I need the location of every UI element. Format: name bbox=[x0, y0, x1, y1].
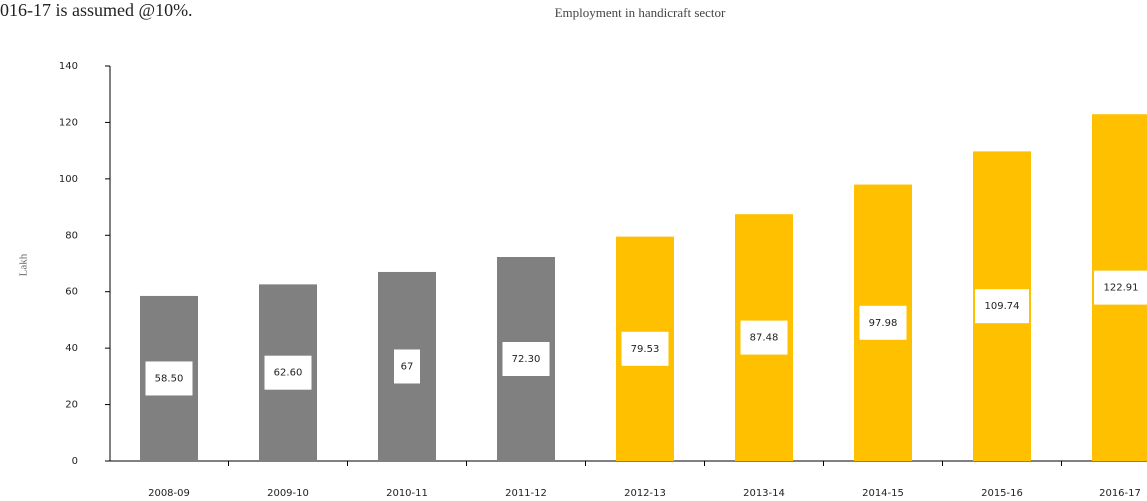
y-tick-label: 40 bbox=[65, 343, 78, 354]
y-tick-label: 60 bbox=[65, 287, 78, 298]
y-tick-label: 140 bbox=[59, 61, 78, 72]
value-label-box bbox=[859, 305, 907, 340]
value-label: 58.50 bbox=[155, 373, 184, 384]
y-tick-label: 120 bbox=[59, 117, 78, 128]
value-label: 109.74 bbox=[985, 301, 1020, 312]
value-label-box bbox=[975, 289, 1029, 324]
y-tick-label: 80 bbox=[65, 230, 78, 241]
value-label: 62.60 bbox=[274, 368, 303, 379]
x-tick-label: 2015-16 bbox=[981, 488, 1023, 499]
x-tick-label: 2008-09 bbox=[148, 488, 190, 499]
y-tick-label: 100 bbox=[59, 174, 78, 185]
x-tick-label: 2011-12 bbox=[505, 488, 547, 499]
value-label-box bbox=[264, 355, 312, 390]
value-label: 97.98 bbox=[869, 318, 898, 329]
value-label-box bbox=[394, 349, 420, 384]
y-tick-label: 0 bbox=[72, 456, 78, 467]
value-label-box bbox=[621, 331, 669, 366]
x-tick-label: 2010-11 bbox=[386, 488, 428, 499]
x-tick-label: 2009-10 bbox=[267, 488, 309, 499]
value-label-box bbox=[502, 342, 550, 377]
chart-title: Employment in handicraft sector bbox=[555, 5, 726, 20]
value-label: 79.53 bbox=[631, 344, 660, 355]
x-tick-label: 2016-17 bbox=[1099, 488, 1141, 499]
value-label-box bbox=[1094, 270, 1147, 305]
x-tick-label: 2012-13 bbox=[624, 488, 666, 499]
y-axis-label: Lakh bbox=[18, 253, 30, 276]
x-tick-label: 2014-15 bbox=[862, 488, 904, 499]
y-tick-label: 20 bbox=[65, 400, 78, 411]
note-text: 016-17 is assumed @10%. bbox=[0, 0, 193, 20]
value-label: 72.30 bbox=[512, 354, 541, 365]
x-tick-label: 2013-14 bbox=[743, 488, 785, 499]
value-label-box bbox=[740, 320, 788, 355]
value-label: 87.48 bbox=[750, 333, 779, 344]
value-label: 122.91 bbox=[1104, 283, 1139, 294]
value-label: 67 bbox=[401, 361, 414, 372]
value-label-box bbox=[145, 361, 193, 396]
